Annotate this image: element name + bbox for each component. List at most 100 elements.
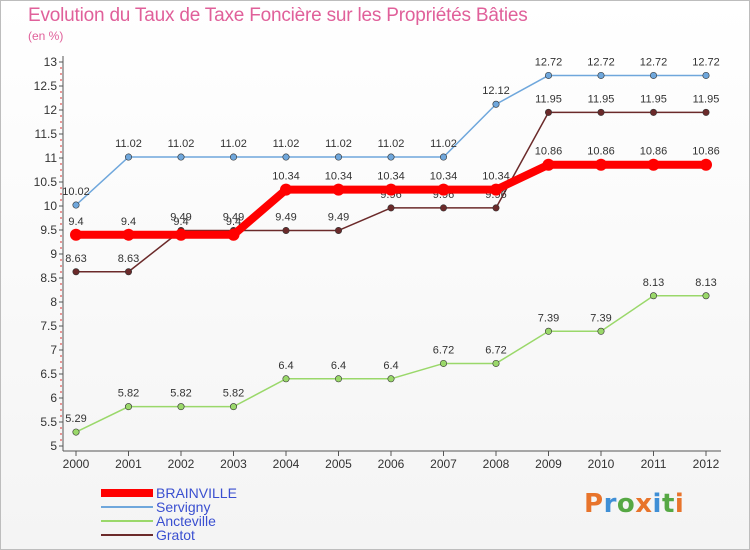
y-minor-tick — [60, 313, 62, 315]
y-minor-tick — [60, 193, 62, 195]
data-label-brainville: 10.34 — [377, 171, 405, 183]
data-point-servigny — [597, 71, 605, 79]
logo-letter: P — [584, 489, 604, 519]
logo-letter: t — [661, 489, 675, 519]
data-label-brainville: 10.86 — [692, 146, 720, 158]
y-tick-label: 5.5 — [40, 415, 57, 429]
legend-label-ancteville: Ancteville — [156, 513, 216, 529]
data-point-brainville — [122, 228, 135, 241]
data-point-servigny — [72, 201, 80, 209]
data-point-brainville — [700, 158, 712, 171]
data-point-brainville — [490, 183, 502, 196]
data-point-gratot — [544, 108, 552, 116]
data-label-ancteville: 8.13 — [643, 277, 664, 289]
y-minor-tick — [60, 385, 62, 387]
data-point-brainville — [175, 228, 187, 241]
data-label-servigny: 11.02 — [273, 138, 300, 150]
y-minor-tick — [60, 415, 62, 417]
y-minor-tick — [60, 103, 62, 105]
legend-label-servigny: Servigny — [156, 499, 211, 515]
data-point-servigny — [125, 153, 133, 161]
y-minor-tick — [60, 79, 62, 81]
y-minor-tick — [60, 151, 62, 153]
y-minor-tick — [60, 343, 62, 345]
data-label-ancteville: 6.4 — [278, 360, 293, 372]
y-minor-tick — [60, 139, 62, 141]
data-point-ancteville — [492, 359, 500, 367]
data-label-brainville: 9.4 — [226, 216, 241, 228]
data-point-servigny — [230, 153, 238, 161]
y-minor-tick — [60, 169, 62, 171]
y-minor-tick — [60, 403, 62, 405]
data-label-brainville: 9.4 — [173, 216, 188, 228]
y-minor-tick — [60, 223, 62, 225]
x-tick-label: 2005 — [325, 457, 352, 471]
x-tick-label: 2011 — [641, 457, 667, 471]
data-point-gratot — [492, 204, 500, 212]
data-point-brainville — [595, 158, 607, 171]
legend-swatch-brainville — [101, 489, 153, 497]
data-label-servigny: 11.02 — [325, 138, 352, 150]
data-label-brainville: 10.34 — [325, 171, 353, 183]
data-point-servigny — [544, 71, 552, 79]
logo-letter: i — [652, 489, 662, 519]
y-minor-tick — [60, 163, 62, 165]
data-point-brainville — [280, 183, 292, 196]
y-tick-label: 12 — [44, 103, 58, 117]
data-label-ancteville: 6.72 — [433, 344, 454, 356]
y-tick-label: 9 — [50, 247, 57, 261]
data-label-gratot: 8.63 — [65, 253, 86, 265]
data-label-ancteville: 6.4 — [383, 360, 398, 372]
y-tick-label: 10 — [44, 199, 58, 213]
y-tick-label: 9.5 — [40, 223, 57, 237]
x-tick-label: 2004 — [273, 457, 300, 471]
data-label-ancteville: 7.39 — [538, 312, 559, 324]
y-minor-tick — [60, 247, 62, 249]
data-label-servigny: 12.12 — [482, 85, 510, 97]
y-minor-tick — [60, 337, 62, 339]
data-label-ancteville: 5.29 — [65, 413, 86, 425]
y-tick-label: 10.5 — [34, 175, 58, 189]
data-point-ancteville — [439, 359, 447, 367]
y-tick-label: 12.5 — [34, 79, 58, 93]
y-minor-tick — [60, 331, 62, 333]
y-minor-tick — [60, 367, 62, 369]
data-point-brainville — [332, 183, 345, 196]
data-point-servigny — [387, 153, 395, 161]
data-point-gratot — [72, 268, 80, 276]
y-minor-tick — [60, 115, 62, 117]
data-point-gratot — [334, 226, 342, 234]
y-minor-tick — [60, 391, 62, 393]
data-label-gratot: 8.63 — [118, 253, 139, 265]
data-label-ancteville: 5.82 — [170, 388, 191, 400]
data-point-gratot — [125, 268, 133, 276]
y-minor-tick — [60, 235, 62, 237]
proxiti-logo: Proxiti — [584, 489, 684, 519]
data-label-gratot: 11.95 — [693, 93, 720, 105]
data-point-gratot — [387, 204, 395, 212]
x-tick-label: 2012 — [693, 457, 720, 471]
y-tick-label: 7 — [50, 343, 57, 357]
y-minor-tick — [60, 121, 62, 123]
legend-label-gratot: Gratot — [156, 527, 195, 543]
data-label-brainville: 9.4 — [121, 216, 136, 228]
legend-swatch-gratot — [101, 534, 153, 536]
data-label-ancteville: 6.72 — [485, 344, 506, 356]
data-label-servigny: 11.02 — [115, 138, 142, 150]
data-point-ancteville — [177, 403, 185, 411]
y-minor-tick — [60, 433, 62, 435]
y-minor-tick — [60, 211, 62, 213]
data-label-servigny: 12.72 — [587, 56, 615, 68]
legend-swatch-servigny — [101, 506, 153, 508]
data-label-ancteville: 5.82 — [223, 388, 244, 400]
logo-letter: x — [635, 489, 653, 519]
data-point-servigny — [282, 153, 290, 161]
data-label-servigny: 12.72 — [535, 56, 563, 68]
data-label-ancteville: 6.4 — [331, 360, 346, 372]
data-point-ancteville — [702, 292, 710, 300]
x-tick-label: 2002 — [168, 457, 195, 471]
y-minor-tick — [60, 361, 62, 363]
x-tick-label: 2010 — [588, 457, 615, 471]
